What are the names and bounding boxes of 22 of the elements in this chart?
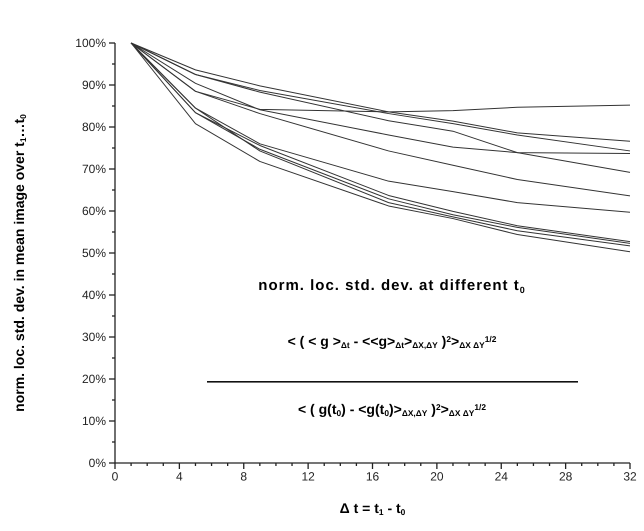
x-tick-label: 16: [366, 470, 380, 484]
y-tick-label: 80%: [82, 120, 106, 134]
x-tick-label: 32: [623, 470, 637, 484]
x-tick-label: 8: [240, 470, 248, 484]
x-tick-label: 20: [430, 470, 444, 484]
x-axis-title: Δ t = t$_{1}$ - t$_{0}$: [340, 500, 406, 518]
y-tick-label: 30%: [82, 330, 106, 344]
y-tick-label: 50%: [82, 246, 106, 260]
y-tick-label: 20%: [82, 372, 106, 386]
x-tick-label: 28: [558, 470, 573, 484]
y-tick-label: 100%: [75, 36, 106, 50]
y-tick-label: 70%: [82, 162, 106, 176]
y-tick-label: 0%: [88, 456, 106, 470]
y-tick-label: 40%: [82, 288, 106, 302]
y-tick-label: 90%: [82, 78, 106, 92]
x-tick-label: 12: [301, 470, 316, 484]
x-tick-label: 4: [176, 470, 184, 484]
x-tick-label: 24: [494, 470, 508, 484]
annotation: norm. loc. std. dev. at different t$_{0}$: [258, 277, 526, 295]
x-tick-label: 0: [112, 470, 119, 484]
y-tick-label: 10%: [82, 414, 106, 428]
y-tick-label: 60%: [82, 204, 106, 218]
